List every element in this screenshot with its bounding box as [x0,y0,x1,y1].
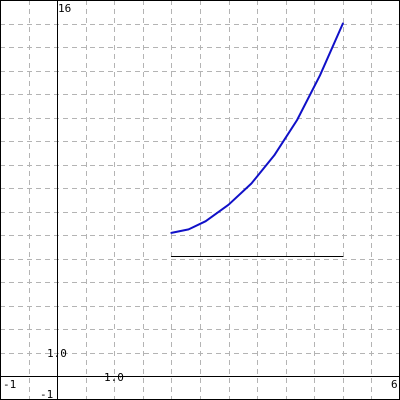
y-tick-label: 1.0 [47,347,67,360]
y-max-label: 16 [58,2,71,15]
x-max-label: 6 [391,378,398,391]
x-tick-label: 1.0 [104,371,124,384]
y-min-label: -1 [40,388,53,400]
x-min-label: -1 [3,378,16,391]
